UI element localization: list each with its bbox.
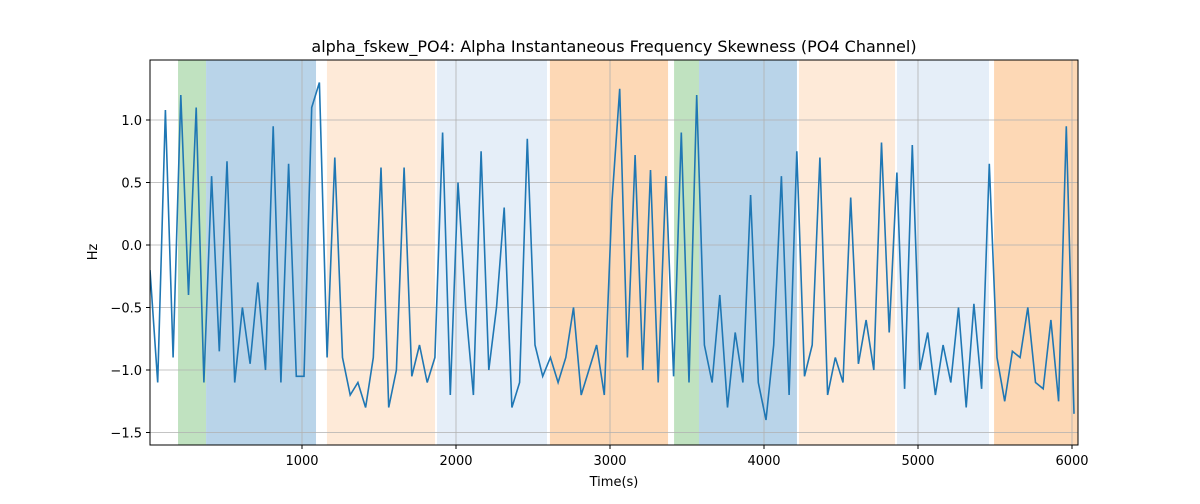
shaded-region: [549, 60, 669, 445]
y-tick-label: 0.5: [121, 177, 142, 192]
x-tick-label: 3000: [593, 454, 626, 469]
y-tick-label: −0.5: [110, 302, 142, 317]
x-axis-label: Time(s): [589, 475, 639, 490]
shaded-region: [437, 60, 548, 445]
shaded-region: [798, 60, 896, 445]
y-tick-label: −1.5: [110, 427, 142, 442]
x-tick-label: 6000: [1055, 454, 1088, 469]
x-tick-label: 1000: [285, 454, 318, 469]
y-tick-label: 0.0: [121, 239, 142, 254]
chart-title: alpha_fskew_PO4: Alpha Instantaneous Fre…: [311, 37, 916, 57]
y-tick-label: −1.0: [110, 364, 142, 379]
x-tick-label: 2000: [439, 454, 472, 469]
plot-frame: [149, 59, 1079, 446]
shaded-region: [326, 60, 436, 445]
x-tick-label: 5000: [901, 454, 934, 469]
x-tick-label: 4000: [747, 454, 780, 469]
y-axis-label: Hz: [86, 244, 101, 261]
data-line: [150, 82, 1075, 421]
shaded-region: [206, 60, 317, 445]
y-tick-label: 1.0: [121, 114, 142, 129]
shaded-region: [897, 60, 989, 445]
